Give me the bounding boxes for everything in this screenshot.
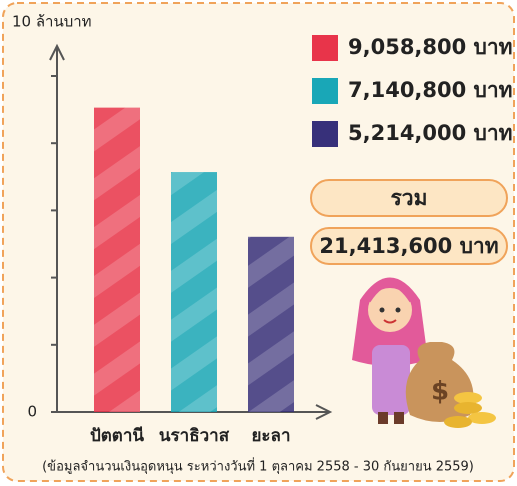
- x-tick-label: นราธิวาส: [159, 426, 230, 446]
- y-tick-label: 0: [27, 403, 37, 421]
- legend-label: 5,214,000 บาท: [348, 121, 513, 145]
- x-tick-label: ยะลา: [251, 426, 290, 446]
- legend-swatch: [312, 78, 338, 104]
- total-title: รวม: [391, 186, 428, 210]
- bar-stripe: [171, 172, 217, 412]
- bar-stripe: [94, 107, 140, 412]
- x-arrow: [315, 404, 333, 420]
- bar-stripe: [248, 236, 294, 412]
- total-title-pill: [310, 179, 508, 217]
- x-tick-label: ปัตตานี: [90, 425, 144, 446]
- y-tick-label: 10 ล้านบาท: [12, 13, 92, 31]
- total-label: 21,413,600 บาท: [319, 234, 498, 258]
- legend-label: 9,058,800 บาท: [348, 35, 513, 59]
- legend-label: 7,140,800 บาท: [348, 78, 513, 102]
- legend-swatch: [312, 121, 338, 147]
- dollar-icon: $: [431, 377, 449, 407]
- illustration: $: [352, 277, 496, 428]
- y-arrow: [49, 43, 65, 61]
- footnote: (ข้อมูลจำนวนเงินอุดหนุน ระหว่างวันที่ 1 …: [42, 458, 474, 475]
- total-pill: [310, 227, 508, 265]
- legend-swatch: [312, 35, 338, 61]
